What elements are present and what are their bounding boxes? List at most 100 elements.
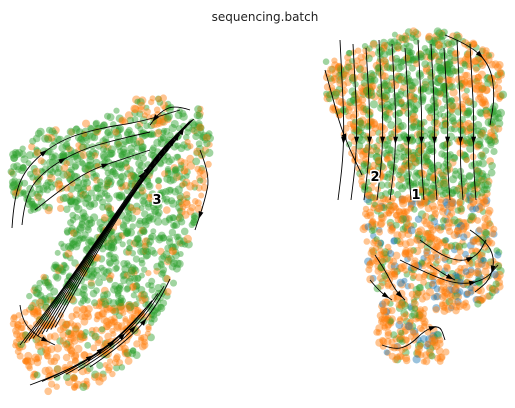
- scatter-point: [130, 172, 138, 180]
- scatter-point: [383, 63, 392, 71]
- scatter-point: [361, 43, 369, 50]
- scatter-point: [167, 255, 175, 263]
- scatter-point: [155, 209, 163, 217]
- scatter-point: [167, 186, 174, 194]
- scatter-point: [52, 353, 61, 362]
- scatter-point: [176, 192, 185, 201]
- scatter-point: [46, 320, 53, 327]
- scatter-point: [26, 151, 35, 160]
- scatter-point: [62, 251, 69, 259]
- scatter-point: [193, 147, 202, 156]
- scatter-point: [137, 125, 144, 132]
- scatter-point: [457, 75, 466, 84]
- scatter-point: [141, 242, 149, 250]
- scatter-point: [177, 157, 185, 165]
- scatter-point: [190, 213, 197, 220]
- scatter-point: [440, 141, 448, 149]
- scatter-point: [376, 228, 383, 236]
- scatter-point: [76, 194, 85, 203]
- scatter-point: [148, 277, 156, 285]
- scatter-point: [172, 248, 179, 256]
- scatter-point: [153, 119, 162, 128]
- scatter-point: [107, 251, 114, 258]
- scatter-point: [32, 288, 41, 297]
- scatter-point: [478, 172, 487, 181]
- scatter-point: [53, 344, 62, 353]
- scatter-point: [65, 378, 73, 387]
- scatter-point: [438, 171, 447, 180]
- scatter-point: [172, 264, 181, 273]
- scatter-point: [143, 122, 151, 130]
- scatter-point: [74, 322, 82, 330]
- scatter-point: [34, 305, 41, 312]
- scatter-point: [99, 198, 107, 206]
- scatter-point: [193, 149, 200, 157]
- scatter-point: [454, 254, 463, 263]
- scatter-point: [42, 181, 51, 190]
- scatter-point: [80, 179, 88, 187]
- scatter-point: [495, 119, 504, 128]
- scatter-point: [92, 120, 99, 127]
- scatter-point: [170, 279, 177, 287]
- scatter-point: [99, 370, 107, 378]
- scatter-point: [146, 241, 153, 248]
- scatter-point: [10, 180, 19, 189]
- scatter-point: [72, 198, 80, 206]
- scatter-point: [71, 163, 79, 171]
- scatter-point: [387, 221, 394, 229]
- scatter-point: [67, 330, 75, 339]
- scatter-point: [202, 133, 211, 142]
- scatter-point: [421, 271, 429, 279]
- scatter-point: [36, 313, 44, 320]
- scatter-point: [126, 203, 135, 212]
- scatter-point: [98, 303, 105, 310]
- scatter-point: [119, 272, 128, 280]
- scatter-point: [394, 72, 402, 80]
- scatter-point: [199, 131, 208, 140]
- scatter-point: [130, 312, 138, 320]
- scatter-point: [448, 218, 457, 227]
- scatter-point: [13, 162, 22, 171]
- scatter-point: [32, 370, 39, 378]
- scatter-point: [143, 108, 151, 116]
- scatter-point: [400, 44, 408, 52]
- scatter-point: [73, 306, 81, 314]
- scatter-point: [163, 195, 171, 203]
- scatter-point: [131, 265, 139, 273]
- scatter-point: [82, 134, 90, 142]
- scatter-point: [152, 208, 159, 216]
- scatter-point: [121, 160, 130, 168]
- scatter-point: [346, 120, 353, 128]
- scatter-point: [53, 264, 60, 271]
- scatter-point: [101, 190, 109, 197]
- scatter-point: [76, 135, 85, 144]
- scatter-point: [443, 263, 451, 271]
- scatter-point: [133, 191, 141, 200]
- scatter-point: [105, 174, 114, 183]
- scatter-point: [52, 263, 60, 270]
- scatter-point: [129, 135, 137, 143]
- scatter-point: [48, 153, 56, 161]
- scatter-point: [440, 42, 447, 49]
- scatter-point: [78, 220, 85, 227]
- scatter-point: [434, 161, 443, 170]
- scatter-point: [459, 224, 468, 233]
- scatter-point: [118, 116, 127, 125]
- scatter-point: [401, 277, 408, 284]
- scatter-point: [174, 142, 181, 149]
- scatter-point: [91, 332, 98, 340]
- scatter-point: [96, 225, 104, 233]
- scatter-point: [105, 267, 113, 275]
- scatter-point: [496, 92, 504, 101]
- scatter-point: [35, 193, 42, 200]
- scatter-point: [130, 140, 137, 148]
- scatter-point: [196, 145, 204, 153]
- scatter-point: [463, 107, 472, 117]
- scatter-point: [16, 332, 25, 341]
- scatter-point: [33, 355, 41, 363]
- scatter-point: [137, 292, 145, 299]
- scatter-point: [369, 247, 378, 256]
- scatter-point: [13, 330, 21, 339]
- scatter-point: [103, 317, 111, 326]
- scatter-point: [127, 269, 136, 278]
